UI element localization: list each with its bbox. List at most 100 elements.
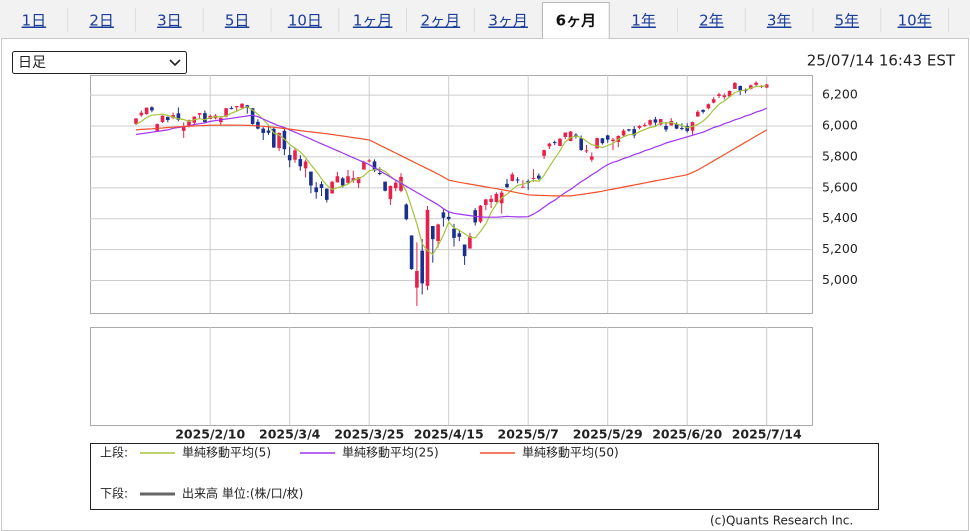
legend-label: 単純移動平均(25) [342, 446, 439, 460]
candle-body [134, 118, 138, 124]
tab[interactable]: 2ヶ月 [421, 12, 461, 30]
candle-body [351, 178, 356, 181]
candle-body [325, 188, 329, 200]
tab[interactable]: 2年 [699, 12, 724, 30]
x-tick-label: 2025/4/15 [414, 427, 484, 442]
candle-body [664, 126, 668, 130]
timestamp: 25/07/14 16:43 EST [807, 52, 956, 70]
candle-body [293, 150, 297, 160]
volume-area [90, 327, 813, 426]
candle-body [680, 128, 684, 130]
tab[interactable]: 3年 [767, 12, 792, 30]
tab[interactable]: 3ヶ月 [488, 12, 528, 30]
candle-body [627, 129, 631, 131]
select-box[interactable] [12, 51, 187, 74]
candle-body [621, 130, 626, 136]
candle-body [319, 184, 324, 188]
candle-body [229, 108, 234, 110]
candle-body [484, 199, 488, 205]
candle-body [579, 138, 583, 150]
interval-select[interactable]: 日足 [12, 51, 187, 74]
x-tick-label: 2025/7/14 [732, 427, 802, 442]
candle-body [420, 250, 424, 284]
candle-body [674, 124, 679, 129]
legend-label: 単純移動平均(5) [182, 446, 271, 460]
candle-body [436, 224, 440, 241]
candle-body [367, 160, 371, 162]
candle-body [738, 85, 742, 91]
candle-body [637, 126, 642, 128]
candle-body [558, 138, 562, 146]
moving-average-line [135, 85, 767, 256]
candle-body [515, 179, 520, 181]
candle-body [441, 212, 446, 218]
copyright: (c)Quants Research Inc. [710, 514, 853, 528]
candle-body [595, 138, 599, 149]
candle-body [277, 132, 281, 149]
candle-body [478, 205, 483, 222]
candle-body [552, 142, 557, 144]
y-tick-label: 5,400 [822, 210, 858, 225]
candle-body [372, 161, 377, 171]
candle-body [224, 108, 228, 117]
x-tick-label: 2025/6/20 [652, 427, 722, 442]
candle-body [303, 161, 308, 169]
candle-body [574, 134, 578, 136]
tab[interactable]: 1年 [631, 12, 656, 30]
tab[interactable]: 6ヶ月 [556, 12, 596, 30]
candle-body [685, 126, 689, 131]
candle-body [706, 104, 711, 109]
candle-body [452, 228, 456, 238]
candle-body [388, 185, 393, 200]
tab[interactable]: 1ヶ月 [353, 12, 393, 30]
candle-body [722, 95, 727, 97]
candle-body [754, 82, 758, 85]
candle-body [340, 178, 345, 186]
candle-body [462, 244, 467, 257]
candle-body [563, 132, 568, 137]
candle-body [181, 126, 186, 131]
candle-body [547, 143, 552, 147]
candle-body [468, 236, 472, 249]
tab[interactable]: 10年 [898, 12, 932, 30]
tab[interactable]: 2日 [89, 12, 114, 30]
select-value[interactable]: 日足 [18, 55, 46, 71]
tab-active-frame [542, 2, 610, 39]
candle-body [605, 135, 610, 140]
tab[interactable]: 3日 [157, 12, 182, 30]
y-tick-label: 5,800 [822, 148, 858, 163]
candle-body [568, 131, 573, 141]
candle-body [494, 193, 499, 203]
candle-body [669, 120, 674, 126]
candle-body [139, 112, 144, 116]
tab[interactable]: 10日 [288, 12, 322, 30]
candle-body [330, 181, 334, 194]
candle-body [335, 176, 340, 183]
y-tick-label: 5,600 [822, 179, 858, 194]
y-tick-label: 5,000 [822, 272, 858, 287]
candle-body [521, 186, 525, 188]
candle-body [250, 108, 255, 124]
legend-upper-label: 上段: [100, 445, 128, 460]
tab[interactable]: 5日 [225, 12, 250, 30]
legend-box [90, 443, 879, 510]
candle-body [431, 225, 435, 240]
candle-body [197, 113, 202, 115]
candle-body [749, 85, 753, 90]
candle-body [166, 117, 170, 120]
candle-body [611, 139, 615, 141]
candle-body [648, 120, 652, 125]
y-tick-label: 6,000 [822, 118, 858, 133]
tab[interactable]: 5年 [835, 12, 860, 30]
candle-body [404, 204, 409, 220]
candle-body [150, 107, 154, 111]
tab[interactable]: 1日 [22, 12, 47, 30]
candle-body [415, 270, 419, 288]
candle-body [187, 120, 191, 127]
candle-body [203, 113, 207, 122]
candle-body [356, 177, 361, 184]
candle-body [234, 106, 239, 108]
candle-body [727, 90, 732, 97]
candle-body [362, 162, 366, 170]
x-tick-label: 2025/3/4 [259, 427, 321, 442]
